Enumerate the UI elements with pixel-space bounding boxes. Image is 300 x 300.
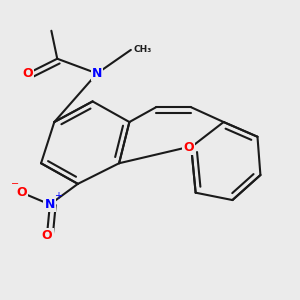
Text: O: O [42, 229, 52, 242]
Text: CH₃: CH₃ [134, 45, 152, 54]
Text: O: O [183, 141, 194, 154]
Text: +: + [54, 191, 62, 201]
Text: O: O [16, 186, 27, 199]
Text: −: − [11, 179, 19, 190]
Text: N: N [45, 198, 55, 211]
Text: N: N [92, 67, 102, 80]
Text: O: O [22, 67, 33, 80]
